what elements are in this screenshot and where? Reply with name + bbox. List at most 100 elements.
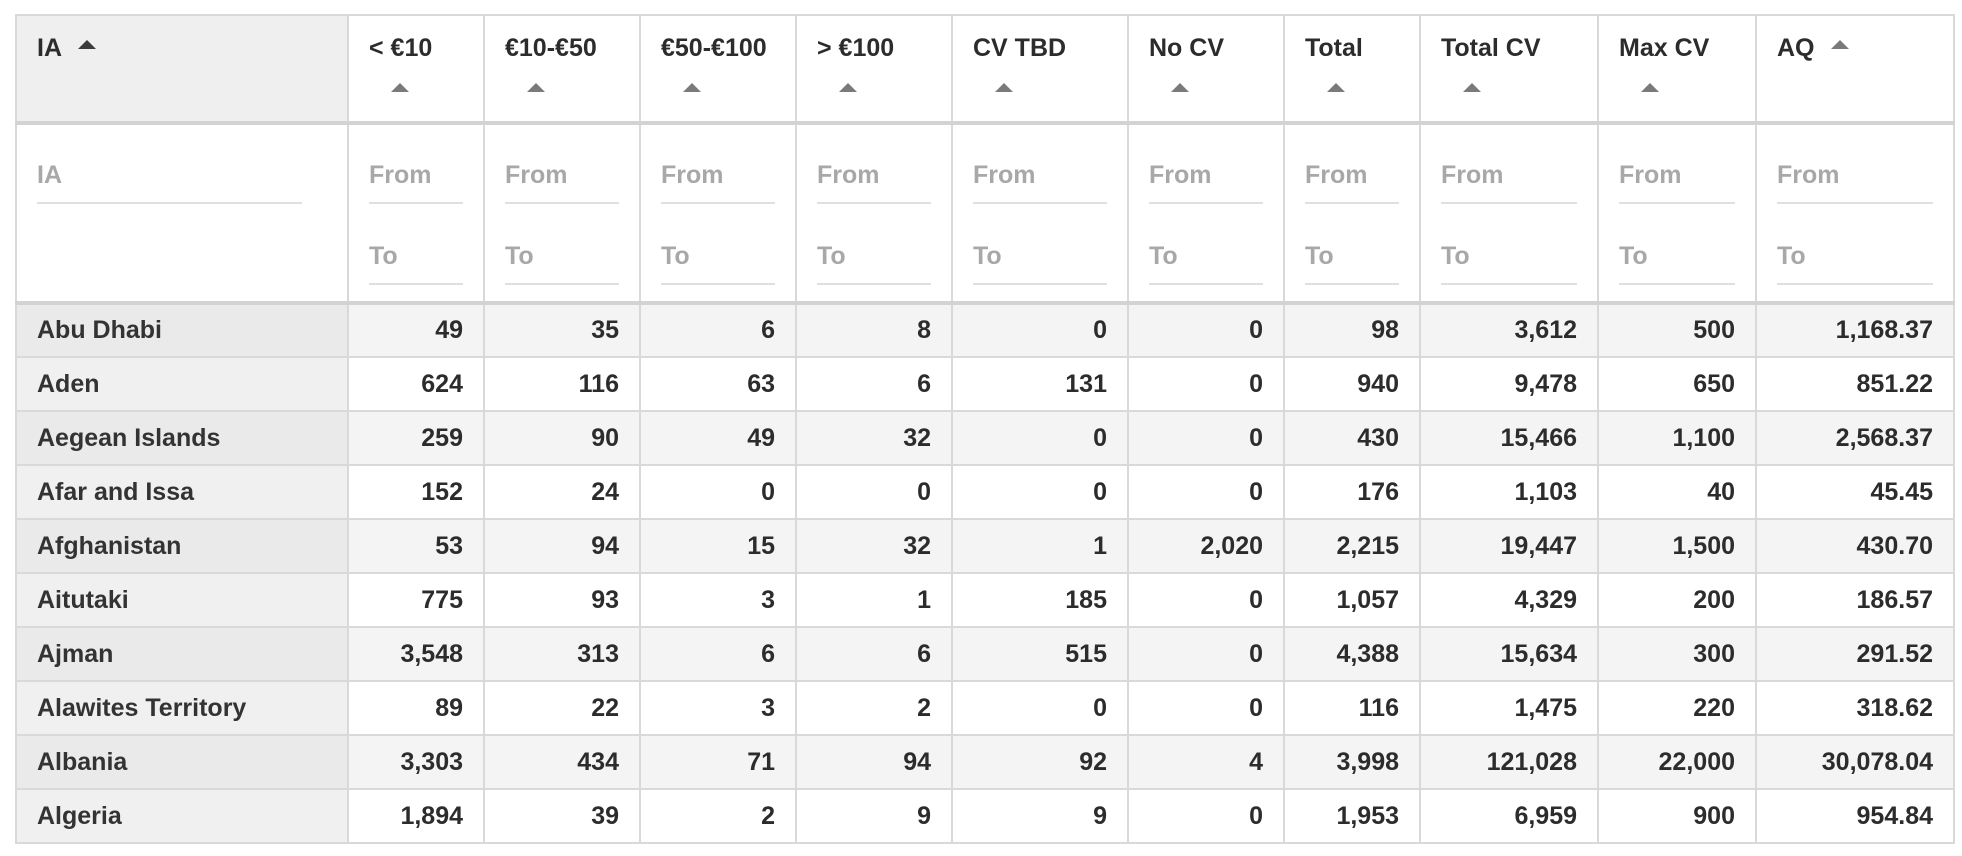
cell-no-cv: 0 [1127,680,1285,736]
cell-lt10: 3,548 [347,626,485,682]
cell-aq: 851.22 [1755,356,1955,412]
cell-ia-name: Ajman [15,626,349,682]
column-header-label: > €100 [817,34,895,62]
cell-no-cv: 0 [1127,302,1285,358]
cell-cv-tbd: 0 [951,410,1129,466]
cell-max-cv: 500 [1597,302,1757,358]
cell-total-cv: 9,478 [1419,356,1599,412]
to-input[interactable] [369,242,463,285]
from-input[interactable] [661,161,775,204]
table-row[interactable]: Afghanistan 53 94 15 32 1 2,020 2,215 19,447 1,50… [15,518,1955,574]
from-input[interactable] [1149,161,1263,204]
cell-ia-name: Abu Dhabi [15,302,349,358]
cell-aq: 30,078.04 [1755,734,1955,790]
cell-aq: 954.84 [1755,788,1955,844]
column-header-aq[interactable]: AQ [1755,14,1955,125]
column-header-cv-tbd[interactable]: CV TBD [951,14,1129,125]
from-input[interactable] [817,161,931,204]
table-row[interactable]: Albania 3,303 434 71 94 92 4 3,998 121,028 22,000… [15,734,1955,790]
from-input[interactable] [369,161,463,204]
ia-filter-input[interactable] [37,161,302,204]
cell-gt100: 94 [795,734,953,790]
cell-50-100: 2 [639,788,797,844]
cell-total: 116 [1283,680,1421,736]
sort-arrow-icon[interactable] [527,83,545,92]
cell-total-cv: 4,329 [1419,572,1599,628]
cell-lt10: 1,894 [347,788,485,844]
cell-total-cv: 6,959 [1419,788,1599,844]
cell-ia-name: Albania [15,734,349,790]
to-input[interactable] [1777,242,1933,285]
from-input[interactable] [973,161,1107,204]
cell-cv-tbd: 515 [951,626,1129,682]
filter-cell-cv-tbd [951,122,1129,305]
column-header-label: No CV [1149,34,1224,62]
table-row[interactable]: Aitutaki 775 93 3 1 185 0 1,057 4,329 200 186.57 [15,572,1955,628]
cell-gt100: 32 [795,410,953,466]
cell-gt100: 6 [795,356,953,412]
sort-ascending-icon[interactable] [78,40,96,49]
cell-total: 430 [1283,410,1421,466]
cell-cv-tbd: 0 [951,302,1129,358]
to-input[interactable] [1149,242,1263,285]
cell-aq: 430.70 [1755,518,1955,574]
table-row[interactable]: Alawites Territory 89 22 3 2 0 0 116 1,475 220 318… [15,680,1955,736]
from-input[interactable] [1305,161,1399,204]
cell-ia-name: Afghanistan [15,518,349,574]
from-input[interactable] [1777,161,1933,204]
header-row: IA < €10 €10-€50 €50-€100 > €100 CV TBD … [15,14,1955,125]
column-header-gt100[interactable]: > €100 [795,14,953,125]
sort-arrow-icon[interactable] [995,83,1013,92]
to-input[interactable] [661,242,775,285]
column-header-no-cv[interactable]: No CV [1127,14,1285,125]
to-input[interactable] [1441,242,1577,285]
table-row[interactable]: Ajman 3,548 313 6 6 515 0 4,388 15,634 300 291.52 [15,626,1955,682]
to-input[interactable] [505,242,619,285]
table-row[interactable]: Algeria 1,894 39 2 9 9 0 1,953 6,959 900 954.84 [15,788,1955,844]
cell-10-50: 434 [483,734,641,790]
cell-max-cv: 650 [1597,356,1757,412]
column-header-10-50[interactable]: €10-€50 [483,14,641,125]
column-header-lt10[interactable]: < €10 [347,14,485,125]
from-input[interactable] [1619,161,1735,204]
table-row[interactable]: Abu Dhabi 49 35 6 8 0 0 98 3,612 500 1,168.37 [15,302,1955,358]
cell-no-cv: 0 [1127,464,1285,520]
filter-cell-lt10 [347,122,485,305]
cell-10-50: 93 [483,572,641,628]
sort-arrow-icon[interactable] [1463,83,1481,92]
cell-cv-tbd: 92 [951,734,1129,790]
sort-arrow-icon[interactable] [683,83,701,92]
column-header-label: Max CV [1619,34,1710,62]
column-header-total[interactable]: Total [1283,14,1421,125]
cell-total: 2,215 [1283,518,1421,574]
cell-lt10: 53 [347,518,485,574]
cell-cv-tbd: 9 [951,788,1129,844]
cell-total-cv: 1,103 [1419,464,1599,520]
sort-arrow-icon[interactable] [391,83,409,92]
filter-cell-total-cv [1419,122,1599,305]
column-header-ia[interactable]: IA [15,14,349,125]
data-table-container: IA < €10 €10-€50 €50-€100 > €100 CV TBD … [15,14,1955,844]
from-input[interactable] [505,161,619,204]
cell-ia-name: Afar and Issa [15,464,349,520]
table-row[interactable]: Aegean Islands 259 90 49 32 0 0 430 15,466 1,100 2… [15,410,1955,466]
sort-arrow-icon[interactable] [1641,83,1659,92]
to-input[interactable] [1305,242,1399,285]
to-input[interactable] [973,242,1107,285]
sort-arrow-icon[interactable] [1171,83,1189,92]
sort-arrow-icon[interactable] [1327,83,1345,92]
table-row[interactable]: Afar and Issa 152 24 0 0 0 0 176 1,103 40 45.45 [15,464,1955,520]
cell-max-cv: 900 [1597,788,1757,844]
column-header-max-cv[interactable]: Max CV [1597,14,1757,125]
to-input[interactable] [817,242,931,285]
cell-no-cv: 0 [1127,410,1285,466]
column-header-total-cv[interactable]: Total CV [1419,14,1599,125]
sort-arrow-icon[interactable] [839,83,857,92]
column-header-50-100[interactable]: €50-€100 [639,14,797,125]
filter-cell-ia [15,122,349,305]
to-input[interactable] [1619,242,1735,285]
table-row[interactable]: Aden 624 116 63 6 131 0 940 9,478 650 851.22 [15,356,1955,412]
from-input[interactable] [1441,161,1577,204]
cell-50-100: 6 [639,626,797,682]
sort-arrow-icon[interactable] [1830,40,1849,49]
